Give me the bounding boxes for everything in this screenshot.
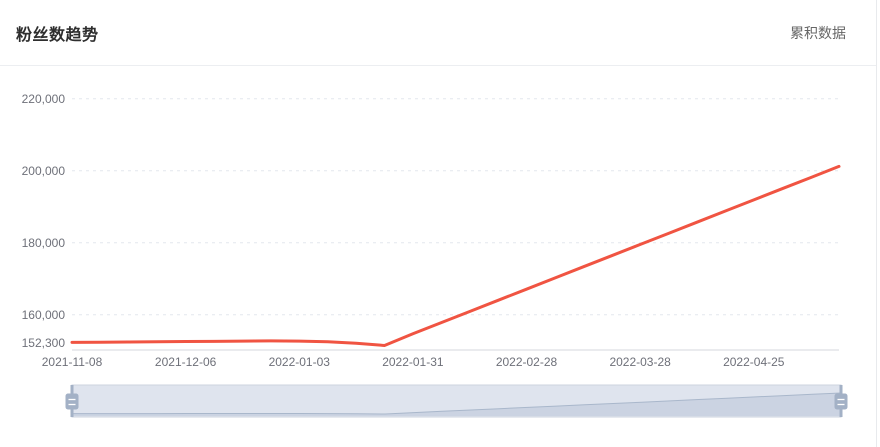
- chart-title: 粉丝数趋势: [16, 26, 99, 44]
- x-axis-label: 2021-12-06: [155, 355, 217, 369]
- x-axis-label: 2021-11-08: [42, 355, 103, 369]
- x-axis-label: 2022-01-03: [269, 355, 331, 369]
- y-axis-label: 180,000: [22, 236, 66, 250]
- y-axis-label: 160,000: [22, 308, 66, 322]
- x-axis-label: 2022-01-31: [382, 355, 444, 369]
- x-axis-label: 2022-02-28: [496, 355, 558, 369]
- y-axis-label: 220,000: [22, 92, 66, 106]
- x-axis-label: 2022-04-25: [723, 355, 785, 369]
- chart-header: 粉丝数趋势 累积数据: [0, 0, 876, 66]
- y-axis-label: 200,000: [22, 164, 66, 178]
- series-line: [70, 164, 841, 347]
- legend-cumulative-data[interactable]: 累积数据: [790, 24, 846, 41]
- y-axis-label: 152,300: [22, 336, 66, 350]
- datazoom-filler[interactable]: [72, 385, 841, 417]
- x-axis-label: 2022-03-28: [609, 355, 671, 369]
- datazoom-handle-right[interactable]: [834, 393, 848, 410]
- datazoom-handle-left[interactable]: [65, 393, 79, 410]
